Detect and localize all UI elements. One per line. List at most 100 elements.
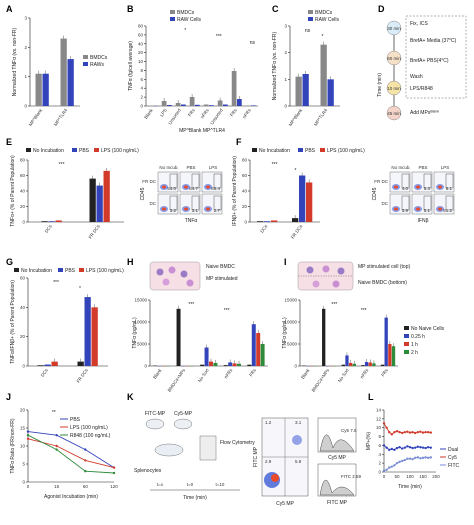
- k-time-tick: t=x: [157, 482, 164, 487]
- legend-b: BMDCs RAW Cells: [170, 10, 201, 23]
- y-axis-label: Normalized TNFα (vs. non-FR): [12, 27, 18, 96]
- x-tick-label: Blank: [143, 107, 154, 120]
- data-point: [113, 472, 115, 474]
- flow-value: 3.1: [192, 208, 199, 213]
- flow-col-label: PBS: [186, 165, 195, 170]
- flow-population: [416, 208, 420, 211]
- data-point: [430, 431, 432, 433]
- y-tick-label: 20: [20, 204, 26, 209]
- k-hist-value: Cy5 7.6: [341, 428, 357, 433]
- data-point: [424, 447, 426, 449]
- data-point: [419, 457, 421, 459]
- bar: [365, 362, 368, 366]
- flow-row-label: DC: [150, 201, 157, 206]
- panel-label-k: K: [127, 392, 134, 402]
- y-tick-label: 60: [20, 276, 26, 281]
- x-tick-label: DCs: [259, 223, 269, 234]
- cell-icon: [169, 267, 176, 274]
- legend-i: No Naive Cells 0.25 h 1 h 2 h: [404, 326, 445, 356]
- x-tick-label: 0: [27, 484, 30, 489]
- x-tick-label: MP^Blank: [28, 107, 44, 127]
- x-tick-label: 15: [54, 484, 60, 489]
- legend-f: No Incubation PBS LPS (100 ng/mL): [252, 148, 365, 154]
- data-point: [409, 458, 411, 460]
- x-tick-label: Unsorted: [167, 107, 182, 125]
- d-step: LPS/R848: [410, 86, 433, 92]
- bar: [256, 333, 260, 366]
- y-tick-label: 0: [294, 364, 297, 369]
- legend-label-pbs: PBS: [70, 417, 81, 423]
- flow-value: 51.2: [443, 208, 452, 213]
- bar: [233, 363, 237, 366]
- d-fix-label: Fix, ICS: [410, 21, 428, 27]
- k-hist1-label: Cy5 MP: [328, 455, 346, 461]
- y-tick-label: 60: [138, 32, 144, 37]
- panel-h-schematic: Naive BMDC MP stimulated: [150, 262, 238, 290]
- bar: [200, 365, 204, 366]
- flow-col-label: PBS: [418, 165, 427, 170]
- y-tick-label: 2: [284, 50, 287, 55]
- y-tick-label: 20: [20, 334, 26, 339]
- i-label-bottom: Naive BMDC (bottom): [358, 280, 407, 286]
- bar: [43, 74, 49, 106]
- y-tick-label: 6: [140, 77, 143, 82]
- y-tick-label: 40: [20, 305, 26, 310]
- flow-value: 3.9: [402, 208, 409, 213]
- bar: [392, 346, 395, 366]
- bar: [68, 59, 74, 106]
- significance-label: ns: [250, 40, 256, 46]
- legend-g: No Incubation PBS LPS (100 ng/mL): [14, 268, 124, 274]
- data-point: [393, 449, 395, 451]
- legend-label-pbs: PBS: [65, 268, 76, 274]
- data-point: [391, 465, 393, 467]
- flow-row-label: DC: [382, 201, 389, 206]
- cytometer-icon: [200, 436, 216, 460]
- legend-swatch-no-inc: [26, 148, 31, 152]
- bar: [61, 39, 67, 106]
- y-tick-label: 0: [284, 104, 287, 109]
- dish-cy5: [174, 419, 192, 429]
- bar: [261, 344, 265, 366]
- bar: [232, 71, 237, 106]
- y-tick-label: 2: [140, 95, 143, 100]
- legend-e: No Incubation PBS LPS (100 ng/mL): [26, 148, 139, 154]
- flow-col-label: No Incub.: [391, 165, 410, 170]
- data-point: [113, 466, 115, 468]
- y-tick-label: 40: [138, 41, 144, 46]
- bar: [205, 348, 209, 366]
- flow-row-label: FR DC: [374, 179, 388, 184]
- data-point: [417, 446, 419, 448]
- bar: [78, 362, 84, 366]
- data-point: [406, 431, 408, 433]
- x-axis-label: Agonist Incubation (min): [44, 494, 98, 500]
- cell-icon: [323, 266, 330, 273]
- bar: [209, 105, 214, 106]
- significance-label: ***: [272, 162, 278, 168]
- legend-swatch-raw: [308, 17, 313, 21]
- significance-label: *: [79, 286, 81, 292]
- data-point: [422, 431, 424, 433]
- bar: [181, 105, 186, 107]
- flow-col-label: LPS: [209, 165, 218, 170]
- bar: [292, 218, 298, 222]
- data-point: [427, 431, 429, 433]
- bar: [252, 324, 256, 366]
- legend-swatch-bmdc: [308, 10, 313, 14]
- k-quad-value: 3.1: [295, 420, 302, 425]
- legend-label-bmdc: BMDCs: [90, 55, 108, 61]
- bar: [353, 364, 356, 366]
- bar: [92, 307, 98, 366]
- data-point: [409, 431, 411, 433]
- bar: [237, 364, 241, 366]
- bar: [328, 79, 334, 106]
- y-tick-label: 5000: [137, 342, 148, 347]
- bar: [162, 101, 167, 106]
- data-point: [419, 431, 421, 433]
- bar: [246, 106, 251, 107]
- bar: [204, 105, 209, 107]
- bar: [177, 309, 181, 366]
- legend-swatch-no-inc: [252, 148, 257, 152]
- x-tick-label: BMDCs+MPs: [311, 367, 331, 393]
